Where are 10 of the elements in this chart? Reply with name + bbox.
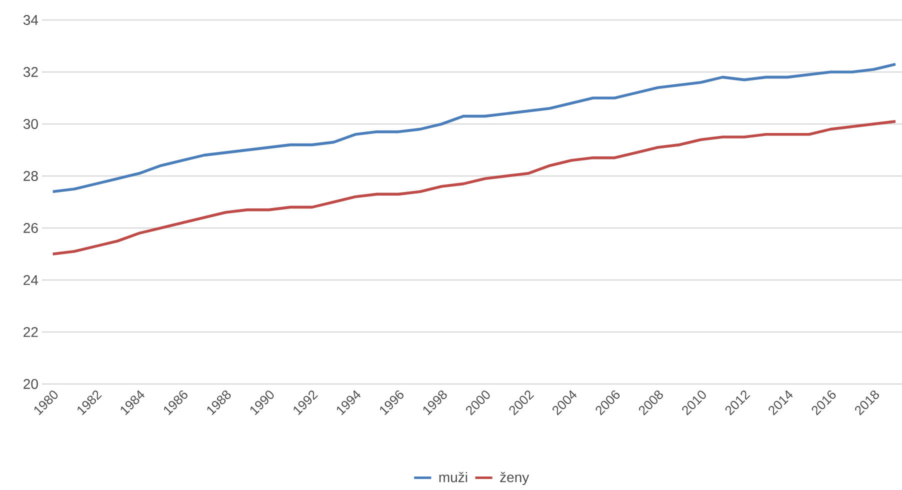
y-tick-label: 22 — [24, 327, 38, 337]
y-tick-label: 20 — [24, 379, 38, 389]
legend-label: muži — [439, 472, 468, 482]
y-tick-label: 34 — [23, 15, 38, 25]
y-tick-label: 32 — [23, 67, 38, 77]
y-tick-label: 24 — [24, 275, 38, 285]
y-tick-label: 28 — [24, 171, 38, 181]
legend-label: ženy — [500, 472, 530, 486]
y-tick-label: 26 — [24, 223, 38, 233]
y-tick-label: 30 — [23, 119, 38, 129]
